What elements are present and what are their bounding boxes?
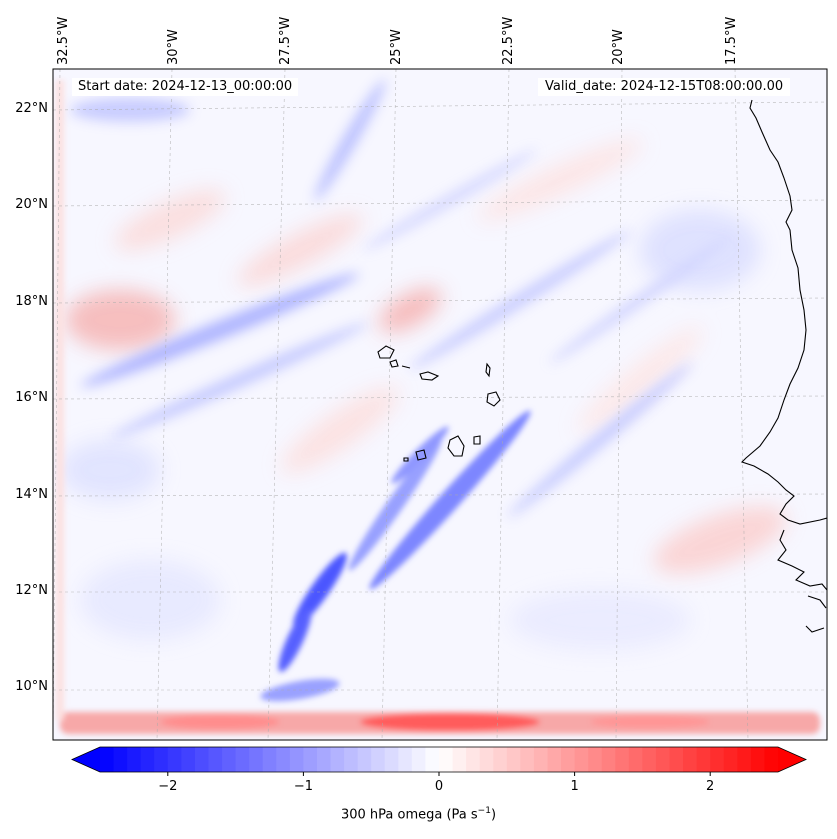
lat-label-10n: 10°N <box>15 679 48 694</box>
colorbar-segment <box>696 747 711 772</box>
start-date-label: Start date: 2024-12-13_00:00:00 <box>72 78 299 96</box>
colorbar-segment <box>194 747 210 772</box>
omega-field <box>53 69 827 740</box>
colorbar-segment <box>452 747 467 772</box>
colorbar-extend-min <box>72 747 100 772</box>
colorbar-segment <box>154 747 169 772</box>
colorbar-segment <box>384 747 399 772</box>
colorbar-segment <box>642 747 657 772</box>
colorbar-segment <box>466 747 481 772</box>
colorbar-segment <box>249 747 264 772</box>
colorbar-segment <box>289 747 304 772</box>
colorbar-label-text: 300 hPa omega (Pa s <box>340 807 478 823</box>
colorbar-segment <box>628 747 643 772</box>
cabo-verde-sal <box>485 362 491 378</box>
lon-label-25w: 25°W <box>389 29 404 65</box>
africa-coastline-south <box>777 529 827 633</box>
colorbar-segment <box>208 747 223 772</box>
lat-label-20n: 20°N <box>15 197 48 212</box>
cabo-verde-sao-nicolau <box>401 365 411 369</box>
colorbar-extend-max <box>778 747 806 772</box>
lat-label-12n: 12°N <box>15 583 48 598</box>
cabo-verde-santiago <box>447 435 465 457</box>
cabo-verde-maio <box>473 435 481 445</box>
colorbar-segment <box>303 747 318 772</box>
lon-label-20w: 20°W <box>611 29 626 65</box>
cabo-verde-sao-nicolau-2 <box>419 371 440 381</box>
gridlines <box>53 69 827 740</box>
colorbar-tick-label: 0 <box>435 779 443 794</box>
colorbar-segment <box>167 747 182 772</box>
colorbar-segment <box>588 747 603 772</box>
africa-coastline <box>740 99 827 525</box>
colorbar-segment <box>533 747 549 772</box>
colorbar-segment <box>181 747 196 772</box>
colorbar-segment <box>655 747 671 772</box>
colorbar-segment <box>425 747 440 772</box>
colorbar-segment <box>710 747 725 772</box>
colorbar-segment <box>100 747 115 772</box>
lon-label-32-5w: 32.5°W <box>56 17 71 65</box>
colorbar-segment <box>615 747 630 772</box>
colorbar-segment <box>371 747 386 772</box>
colorbar-segment <box>398 747 413 772</box>
cabo-verde-fogo <box>415 449 427 461</box>
colorbar-segment <box>506 747 521 772</box>
coastline <box>377 99 827 633</box>
cabo-verde-boa-vista <box>486 391 501 407</box>
colorbar-segment <box>520 747 535 772</box>
colorbar-segment <box>344 747 359 772</box>
colorbar-segment <box>276 747 291 772</box>
lat-label-18n: 18°N <box>15 294 48 309</box>
colorbar-segment <box>561 747 576 772</box>
colorbar-segment <box>411 747 427 772</box>
colorbar-segment <box>127 747 142 772</box>
lat-label-22n: 22°N <box>15 101 48 116</box>
colorbar-segment <box>723 747 738 772</box>
lat-label-16n: 16°N <box>15 390 48 405</box>
colorbar-segment <box>547 747 562 772</box>
colorbar-segment <box>316 747 332 772</box>
colorbar-segment <box>439 747 454 772</box>
lon-label-30w: 30°W <box>166 29 181 65</box>
colorbar-label-suffix: ) <box>490 807 497 823</box>
colorbar-segment <box>113 747 128 772</box>
colorbar-tick-label: 2 <box>706 779 714 794</box>
colorbar-segment <box>493 747 508 772</box>
colorbar-segment <box>750 747 766 772</box>
colorbar-label-exponent: −1 <box>477 806 491 816</box>
lon-label-27-5w: 27.5°W <box>278 17 293 65</box>
valid-date-label: Valid_date: 2024-12-15T08:00:00.00 <box>538 78 791 96</box>
colorbar-segment <box>330 747 345 772</box>
colorbar-segment <box>601 747 616 772</box>
lat-label-14n: 14°N <box>15 487 48 502</box>
colorbar-segment <box>357 747 372 772</box>
colorbar-segment <box>222 747 237 772</box>
colorbar-tick-label: −1 <box>294 779 313 794</box>
colorbar-segment <box>669 747 684 772</box>
cabo-verde-brava <box>403 457 409 462</box>
colorbar-segment <box>737 747 752 772</box>
lon-label-17-5w: 17.5°W <box>724 17 739 65</box>
colorbar-segment <box>574 747 589 772</box>
colorbar-tick-label: −2 <box>158 779 177 794</box>
colorbar-tick-label: 1 <box>570 779 578 794</box>
cabo-verde-santo-antao <box>377 345 395 359</box>
colorbar-segment <box>262 747 277 772</box>
colorbar-segment <box>764 747 779 772</box>
cabo-verde-sao-vicente <box>389 359 399 368</box>
colorbar-segment <box>235 747 250 772</box>
map-frame <box>52 68 828 741</box>
longitude-labels: 32.5°W 30°W 27.5°W 25°W 22.5°W 20°W 17.5… <box>56 17 739 65</box>
latitude-labels: 22°N 20°N 18°N 16°N 14°N 12°N 10°N <box>15 101 48 694</box>
lon-label-22-5w: 22.5°W <box>501 17 516 65</box>
colorbar-segment <box>683 747 698 772</box>
colorbar-outline <box>71 746 807 773</box>
colorbar-segment <box>479 747 494 772</box>
colorbar-label: 300 hPa omega (Pa s−1) <box>0 806 837 822</box>
colorbar-segment <box>140 747 155 772</box>
colorbar: −2 −1 0 1 2 <box>71 746 807 794</box>
